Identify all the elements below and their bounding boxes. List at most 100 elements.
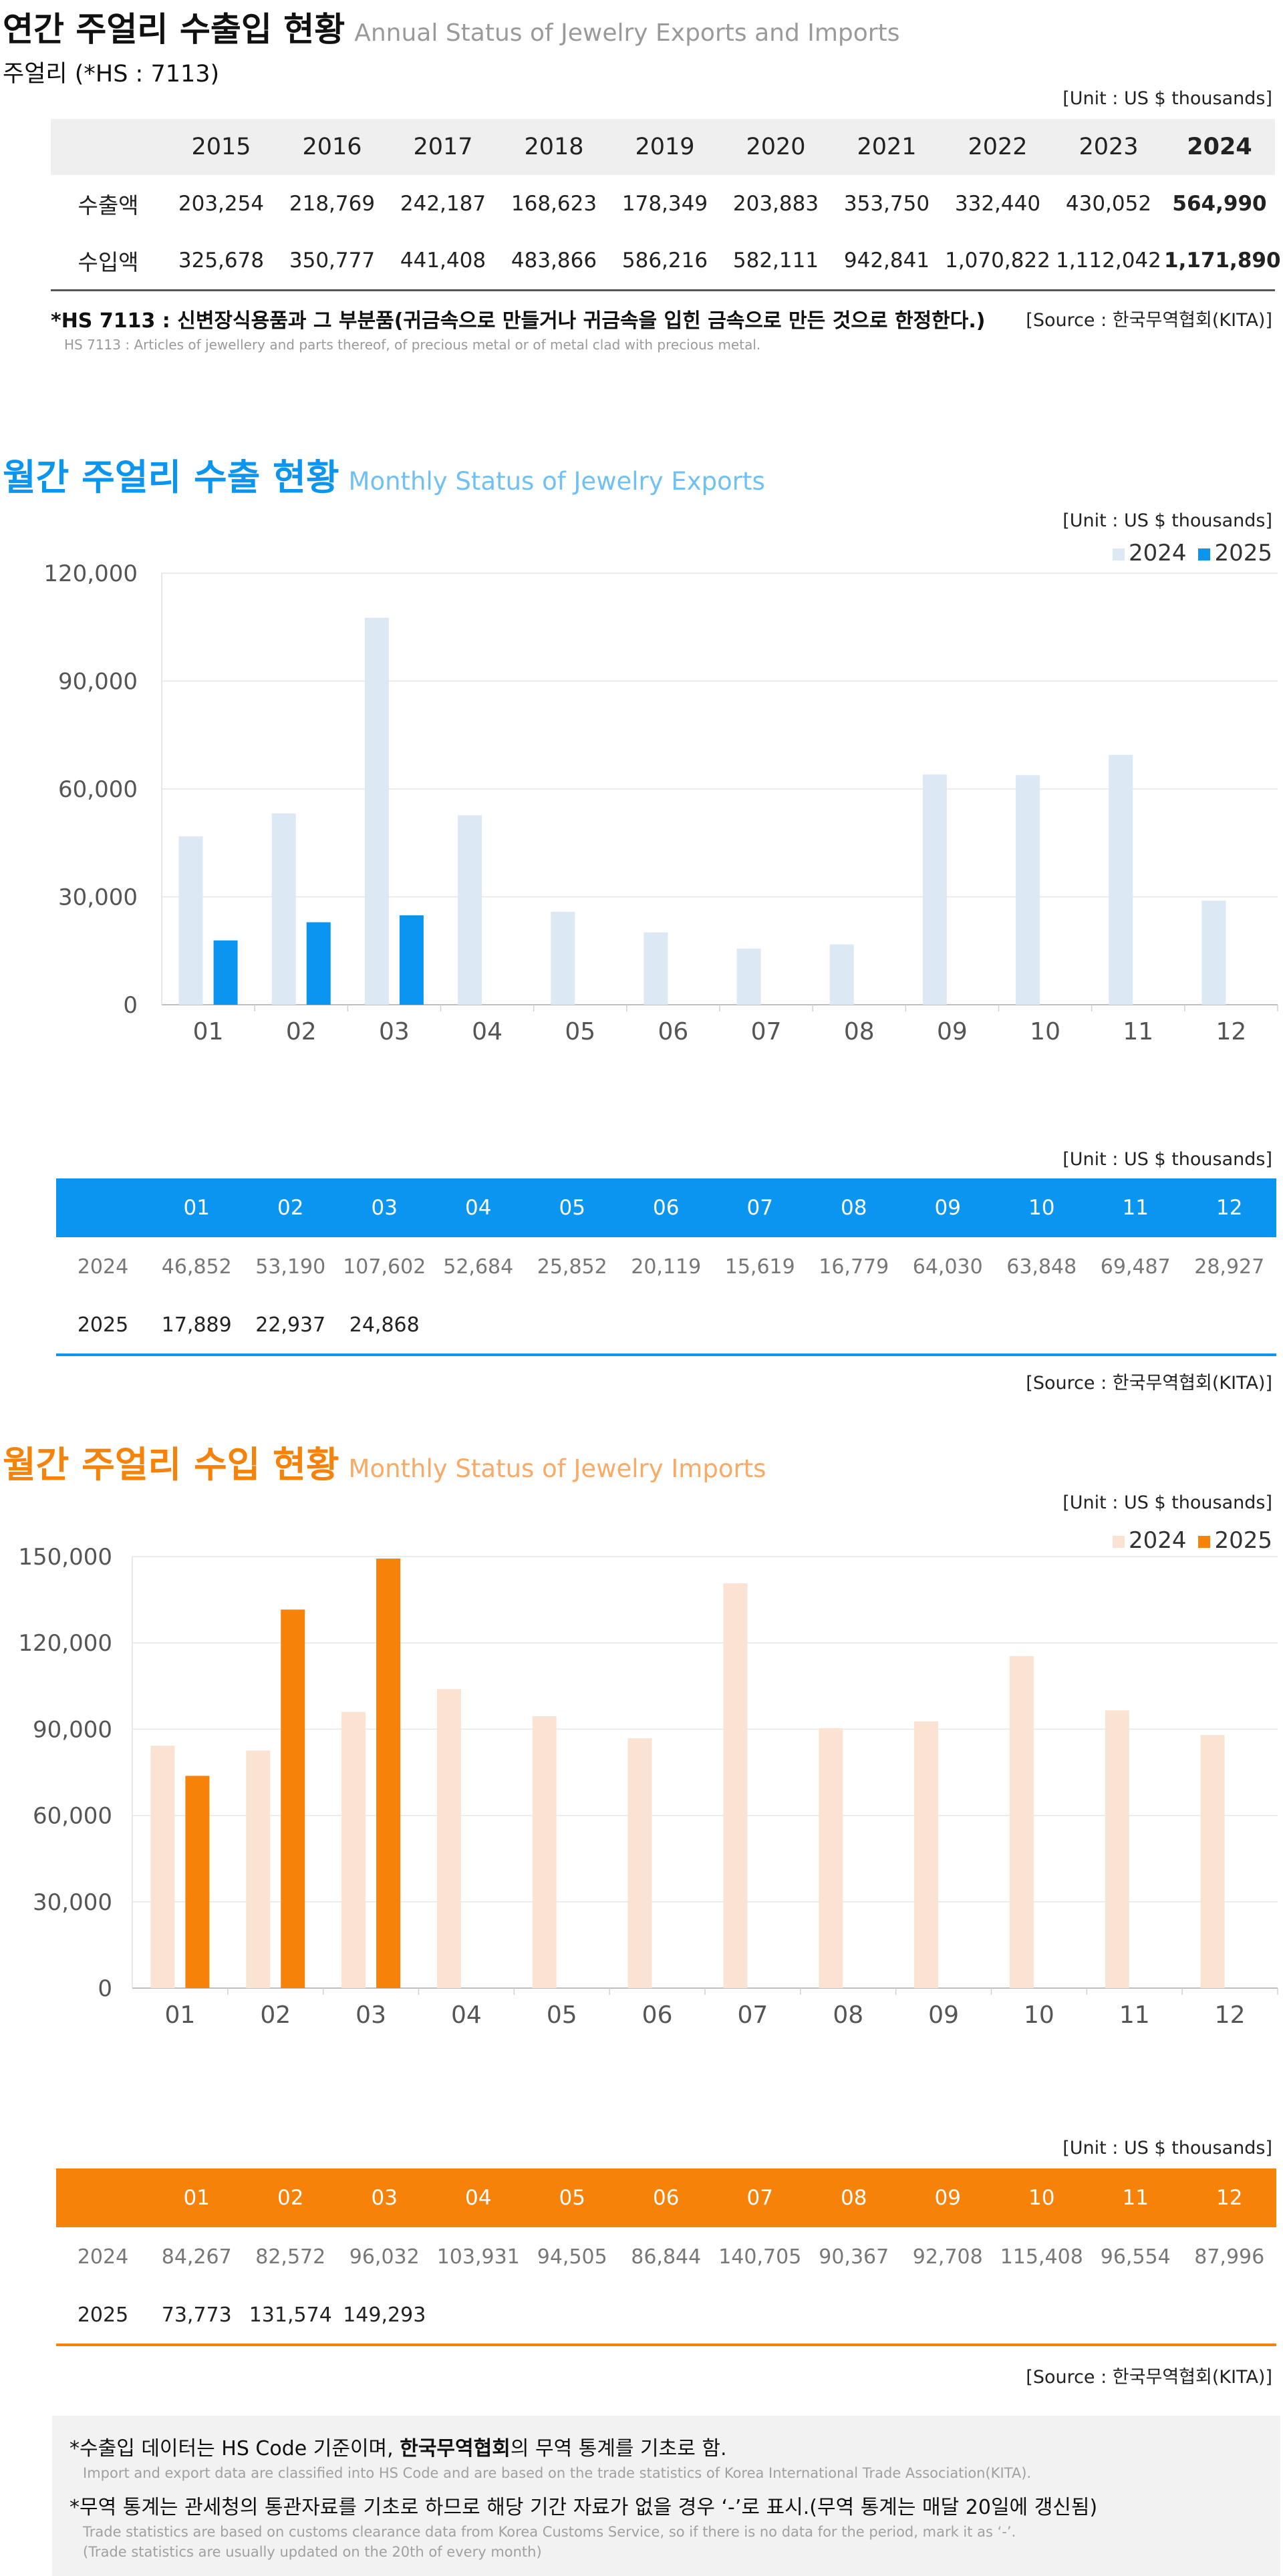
note-1: *수출입 데이터는 HS Code 기준이며, 한국무역협회의 무역 통계를 기… bbox=[69, 2432, 727, 2461]
imports-legend-swatch bbox=[1112, 1535, 1125, 1548]
exports-table-cell: 15,619 bbox=[724, 1255, 795, 1279]
exports-month-header: 02 bbox=[277, 1196, 304, 1220]
annual-cell: 350,777 bbox=[289, 249, 376, 273]
hs-footnote: *HS 7113 : 신변장식용품과 그 부분품(귀금속으로 만들거나 귀금속을… bbox=[51, 309, 986, 333]
imports-table-cell: 92,708 bbox=[912, 2245, 983, 2269]
imports-month-header: 04 bbox=[465, 2186, 492, 2210]
exports-table-cell bbox=[525, 1296, 619, 1355]
imports-bar-2025-02 bbox=[281, 1609, 305, 1988]
exports-table-cell bbox=[713, 1296, 807, 1355]
exports-table-cell bbox=[1089, 1296, 1183, 1355]
exports-table-cell: 25,852 bbox=[537, 1255, 607, 1279]
exports-table-cell: 107,602 bbox=[343, 1255, 426, 1279]
exports-ytick-label: 0 bbox=[123, 992, 138, 1019]
hs-footnote-en: HS 7113 : Articles of jewellery and part… bbox=[64, 337, 761, 353]
note-2: *무역 통계는 관세청의 통관자료를 기초로 하므로 해당 기간 자료가 없을 … bbox=[69, 2496, 1098, 2519]
imports-unit-label: [Unit : US $ thousands] bbox=[1062, 1492, 1272, 1513]
imports-row-year: 2024 bbox=[77, 2245, 129, 2269]
exports-bar-2024-04 bbox=[458, 815, 482, 1005]
exports-title-en: Monthly Status of Jewelry Exports bbox=[348, 467, 765, 496]
imports-month-header: 07 bbox=[746, 2186, 773, 2210]
annual-row-label: 수출액 bbox=[78, 192, 139, 218]
exports-xtick-label: 02 bbox=[286, 1018, 317, 1045]
exports-xtick-label: 03 bbox=[379, 1018, 410, 1045]
imports-table-cell: 73,773 bbox=[161, 2303, 232, 2327]
annual-table-header: 2015 2016 2017 2018 2019 2020 2021 2022 2023 2024 bbox=[51, 119, 1275, 175]
imports-monthly-table: 01 02 03 04 05 06 07 08 09 10 11 12 2024 84,267 82,57… bbox=[56, 2168, 1276, 2346]
annual-table: 2015 2016 2017 2018 2019 2020 2021 2022 2023 2024… bbox=[51, 119, 1281, 291]
annual-cell: 586,216 bbox=[621, 249, 708, 273]
imports-table-cell: 149,293 bbox=[343, 2303, 426, 2327]
annual-cell: 332,440 bbox=[954, 192, 1041, 216]
annual-table-row: 수입액 325,678 350,777 441,408 483,866 586,216 58… bbox=[51, 232, 1280, 290]
exports-bar-2024-06 bbox=[644, 932, 668, 1005]
exports-month-header: 01 bbox=[183, 1196, 210, 1220]
annual-year-header: 2020 bbox=[720, 119, 831, 175]
annual-cell: 242,187 bbox=[400, 192, 486, 216]
note-2-en: Trade statistics are based on customs cl… bbox=[83, 2524, 1016, 2540]
exports-month-header: 11 bbox=[1122, 1196, 1149, 1220]
imports-ytick-label: 0 bbox=[98, 1975, 112, 2002]
imports-xtick-label: 03 bbox=[355, 2001, 386, 2029]
exports-bar-2024-05 bbox=[551, 911, 575, 1005]
imports-bar-2024-07 bbox=[723, 1583, 748, 1988]
imports-title-ko: 월간 주얼리 수입 현황 bbox=[3, 1444, 339, 1486]
annual-year-header: 2023 bbox=[1053, 119, 1164, 175]
imports-xtick-label: 04 bbox=[451, 2001, 482, 2029]
exports-table-cell: 17,889 bbox=[161, 1313, 232, 1337]
annual-cell: 441,408 bbox=[400, 249, 486, 273]
exports-chart: 0 30,000 60,000 90,000 120,000 01 02 03 04 05 06 07… bbox=[43, 561, 1278, 1045]
exports-xtick-label: 09 bbox=[937, 1018, 968, 1045]
imports-table-cell: 96,554 bbox=[1100, 2245, 1171, 2269]
annual-year-header: 2015 bbox=[166, 119, 277, 175]
imports-bar-2025-01 bbox=[185, 1776, 210, 1988]
imports-table-cell bbox=[995, 2286, 1089, 2345]
imports-month-header: 08 bbox=[841, 2186, 867, 2210]
exports-table-cell bbox=[995, 1296, 1089, 1355]
annual-year-header: 2017 bbox=[388, 119, 498, 175]
exports-month-header: 07 bbox=[746, 1196, 773, 1220]
note-1-text: *수출입 데이터는 HS Code 기준이며, bbox=[69, 2437, 400, 2460]
imports-bar-2024-01 bbox=[150, 1746, 175, 1988]
exports-bar-2024-01 bbox=[178, 836, 203, 1005]
imports-month-header: 11 bbox=[1122, 2186, 1149, 2210]
imports-table-cell: 140,705 bbox=[718, 2245, 802, 2269]
notes-box: *수출입 데이터는 HS Code 기준이며, 한국무역협회의 무역 통계를 기… bbox=[52, 2416, 1280, 2576]
exports-month-header: 08 bbox=[841, 1196, 867, 1220]
imports-bar-2024-09 bbox=[914, 1721, 939, 1988]
annual-year-header: 2024 bbox=[1164, 119, 1275, 175]
imports-xtick-label: 06 bbox=[642, 2001, 673, 2029]
hs-code-label: 주얼리 (*HS : 7113) bbox=[3, 61, 220, 88]
imports-ytick-label: 60,000 bbox=[33, 1803, 112, 1830]
exports-bar-2024-11 bbox=[1109, 754, 1133, 1005]
imports-table-cell bbox=[713, 2286, 807, 2345]
exports-table-cell bbox=[901, 1296, 995, 1355]
imports-xtick-label: 05 bbox=[547, 2001, 577, 2029]
exports-monthly-table: 01 02 03 04 05 06 07 08 09 10 11 12 2024 46,852 53,19… bbox=[56, 1178, 1276, 1356]
imports-xtick-label: 12 bbox=[1215, 2001, 1246, 2029]
imports-table-cell: 115,408 bbox=[1000, 2245, 1083, 2269]
exports-source: [Source : 한국무역협회(KITA)] bbox=[1026, 1373, 1272, 1394]
exports-table-header: 01 02 03 04 05 06 07 08 09 10 11 12 bbox=[56, 1178, 1276, 1237]
exports-bar-2024-02 bbox=[271, 813, 296, 1005]
imports-month-header: 12 bbox=[1216, 2186, 1243, 2210]
annual-header-blank bbox=[51, 119, 166, 175]
imports-month-header: 06 bbox=[653, 2186, 680, 2210]
imports-ytick-label: 30,000 bbox=[33, 1889, 112, 1916]
annual-title-en: Annual Status of Jewelry Exports and Imp… bbox=[354, 19, 900, 47]
exports-table-cell: 69,487 bbox=[1100, 1255, 1171, 1279]
exports-xtick-label: 05 bbox=[565, 1018, 595, 1045]
imports-legend-swatch bbox=[1198, 1535, 1211, 1548]
imports-bar-2024-06 bbox=[627, 1738, 652, 1988]
exports-table-unit: [Unit : US $ thousands] bbox=[1062, 1149, 1272, 1170]
imports-header-blank bbox=[56, 2168, 150, 2227]
annual-cell: 483,866 bbox=[511, 249, 597, 273]
annual-cell: 218,769 bbox=[289, 192, 376, 216]
imports-bar-2024-03 bbox=[341, 1712, 366, 1988]
imports-table-cell: 96,032 bbox=[349, 2245, 420, 2269]
imports-table-cell: 84,267 bbox=[161, 2245, 232, 2269]
imports-bar-2024-02 bbox=[246, 1750, 271, 1988]
exports-table-cell bbox=[432, 1296, 526, 1355]
imports-table-cell: 103,931 bbox=[436, 2245, 520, 2269]
imports-table-unit: [Unit : US $ thousands] bbox=[1062, 2138, 1272, 2158]
